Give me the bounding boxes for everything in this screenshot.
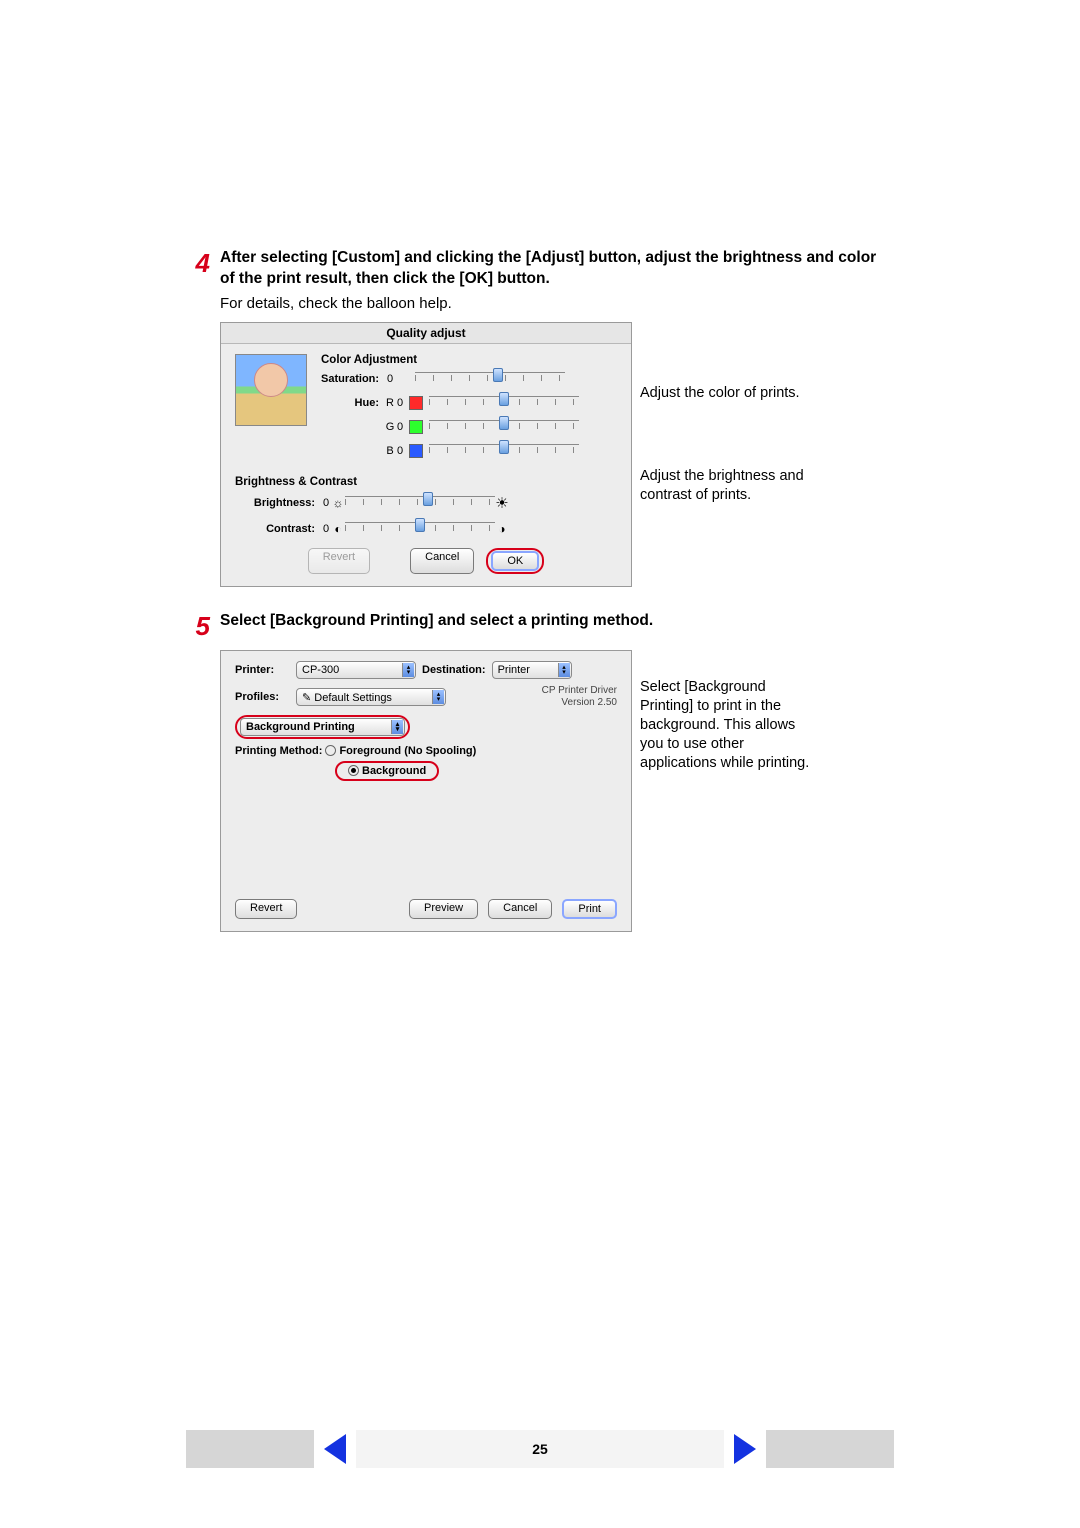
color-adjustment-heading: Color Adjustment (321, 354, 617, 366)
hue-row: Hue: R 0 (321, 396, 617, 410)
chev-icon: ▴▾ (402, 663, 414, 677)
saturation-row: Saturation: 0 (321, 372, 617, 386)
panel-select[interactable]: Background Printing▴▾ (240, 718, 405, 736)
brightness-label: Brightness: (235, 497, 321, 509)
prev-page-button[interactable] (324, 1434, 346, 1464)
print-dialog: Printer: CP-300▴▾ Destination: Printer▴▾… (220, 650, 632, 932)
b-swatch (409, 444, 423, 458)
printer-select[interactable]: CP-300▴▾ (296, 661, 416, 679)
destination-select[interactable]: Printer▴▾ (492, 661, 572, 679)
saturation-slider[interactable] (415, 372, 565, 386)
g-row: G 0 (321, 420, 617, 434)
b-row: B 0 (321, 444, 617, 458)
profiles-select[interactable]: ✎ Default Settings▴▾ (296, 688, 446, 706)
step-number: 4 (186, 248, 220, 314)
contrast-row: Contrast: 0 ◐ ◑ (235, 522, 617, 536)
step-5-title: Select [Background Printing] and select … (220, 611, 894, 632)
pd-cancel-button[interactable]: Cancel (488, 899, 552, 919)
contrast-high-icon: ◑ (495, 522, 509, 536)
page-number: 25 (532, 1441, 548, 1457)
quality-adjust-row: Quality adjust Color Adjustment Saturati… (220, 322, 894, 587)
background-label: Background (362, 765, 426, 777)
saturation-label: Saturation: (321, 373, 385, 385)
ok-highlight: OK (486, 548, 544, 574)
qa-ok-button[interactable]: OK (491, 551, 539, 571)
sun-dim-icon: ☼ (331, 496, 345, 510)
printing-method-line: Printing Method: Foreground (No Spooling… (235, 745, 617, 757)
qa-title: Quality adjust (221, 323, 631, 344)
contrast-label: Contrast: (235, 523, 321, 535)
preview-thumbnail (235, 354, 307, 426)
pd-preview-button[interactable]: Preview (409, 899, 478, 919)
contrast-slider[interactable] (345, 522, 495, 536)
b-label: B (385, 445, 395, 457)
footer-bar-left (186, 1430, 314, 1468)
brightness-slider[interactable] (345, 496, 495, 510)
quality-adjust-dialog: Quality adjust Color Adjustment Saturati… (220, 322, 632, 587)
panel-highlight: Background Printing▴▾ (235, 715, 410, 739)
step-number: 5 (186, 611, 220, 642)
destination-label: Destination: (422, 664, 486, 676)
callout-bgprint: Select [Background Printing] to print in… (640, 650, 810, 932)
printer-label: Printer: (235, 664, 290, 676)
zero-label: 0 (385, 373, 395, 385)
step-4-title: After selecting [Custom] and clicking th… (220, 248, 894, 290)
chev-icon: ▴▾ (391, 720, 403, 734)
g-swatch (409, 420, 423, 434)
step-4-note: For details, check the balloon help. (220, 294, 894, 314)
bc-heading: Brightness & Contrast (235, 476, 617, 488)
hue-b-slider[interactable] (429, 444, 579, 458)
chev-icon: ▴▾ (558, 663, 570, 677)
next-page-button[interactable] (734, 1434, 756, 1464)
hue-g-slider[interactable] (429, 420, 579, 434)
g-label: G (385, 421, 395, 433)
pd-print-button[interactable]: Print (562, 899, 617, 919)
page-footer: 25 (186, 1430, 894, 1468)
hue-r-slider[interactable] (429, 396, 579, 410)
step-5: 5 Select [Background Printing] and selec… (186, 611, 894, 642)
contrast-low-icon: ◐ (331, 522, 345, 536)
sun-bright-icon: ☀ (495, 494, 509, 512)
driver-info: CP Printer DriverVersion 2.50 (542, 685, 617, 709)
callout-brightness: Adjust the brightness and contrast of pr… (640, 467, 820, 505)
hue-label: Hue: (321, 397, 385, 409)
r-swatch (409, 396, 423, 410)
foreground-radio[interactable] (325, 745, 336, 756)
background-highlight: Background (335, 761, 439, 781)
background-radio[interactable] (348, 765, 359, 776)
print-dialog-row: Printer: CP-300▴▾ Destination: Printer▴▾… (220, 650, 894, 932)
step-4: 4 After selecting [Custom] and clicking … (186, 248, 894, 314)
qa-cancel-button[interactable]: Cancel (410, 548, 474, 574)
profiles-label: Profiles: (235, 691, 290, 703)
pd-revert-button[interactable]: Revert (235, 899, 297, 919)
qa-callouts: Adjust the color of prints. Adjust the b… (640, 322, 820, 587)
qa-revert-button[interactable]: Revert (308, 548, 370, 574)
r-label: R (385, 397, 395, 409)
chev-icon: ▴▾ (432, 690, 444, 704)
brightness-row: Brightness: 0 ☼ ☀ (235, 494, 617, 512)
footer-bar-right (766, 1430, 894, 1468)
callout-color: Adjust the color of prints. (640, 384, 820, 403)
foreground-label: Foreground (No Spooling) (339, 745, 476, 757)
